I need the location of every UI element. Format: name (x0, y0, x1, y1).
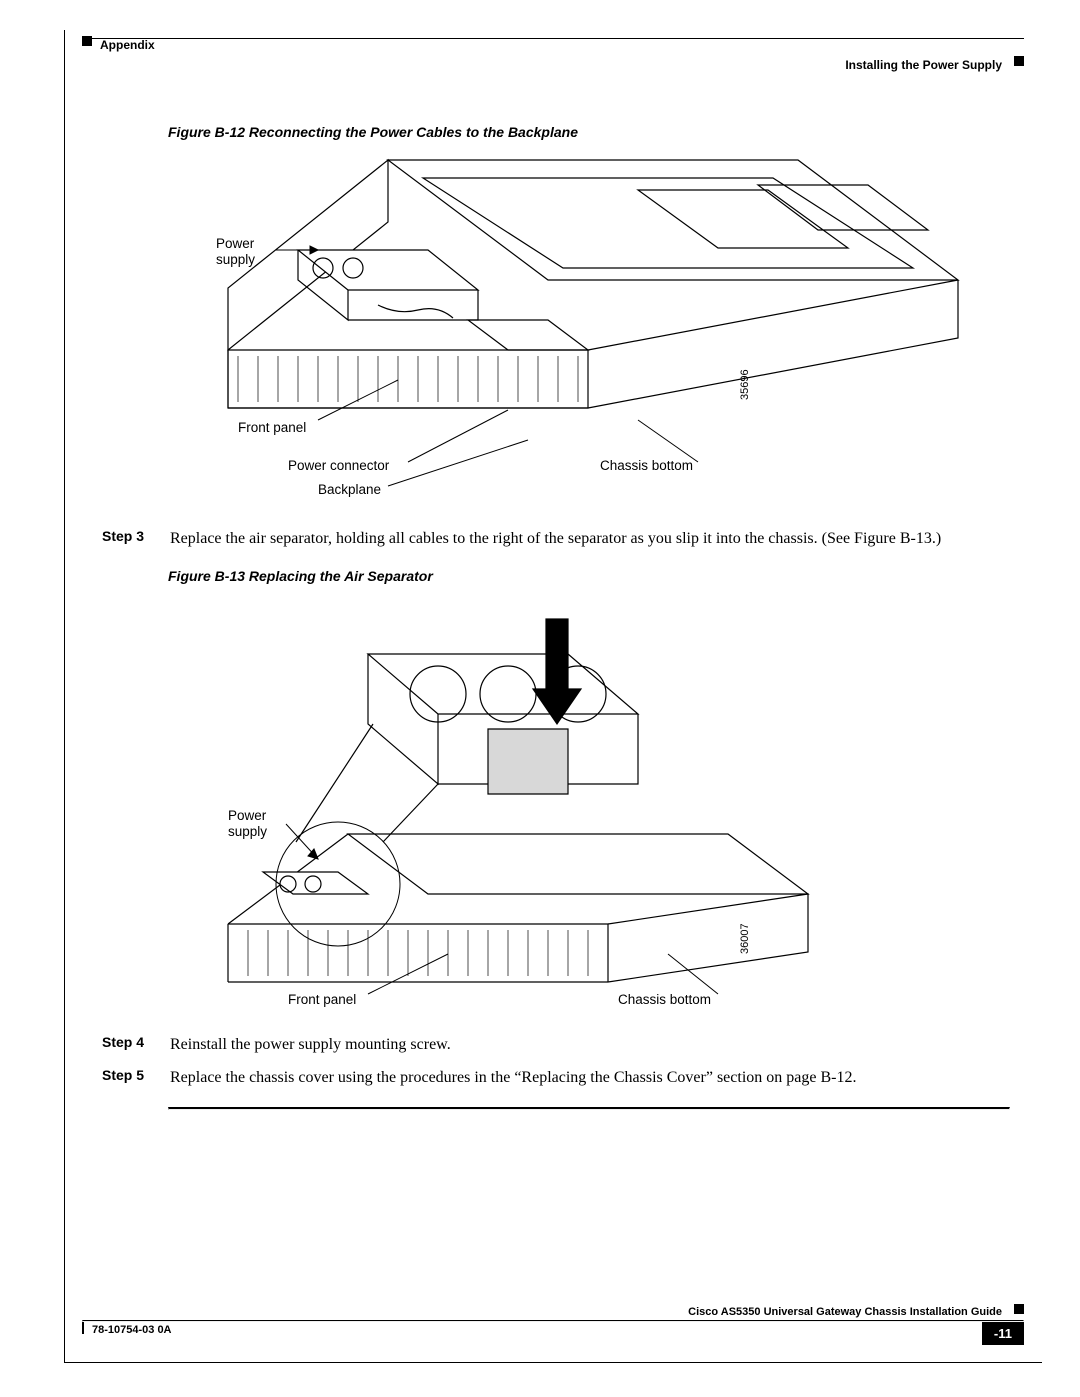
footer-thin-rule (82, 1320, 1024, 1322)
step-3: Step 3 Replace the air separator, holdin… (102, 528, 1010, 550)
step-5-text: Replace the chassis cover using the proc… (170, 1067, 856, 1089)
label-supply: supply (216, 252, 255, 267)
appendix-label: Appendix (100, 38, 155, 52)
figure-b12-caption: Figure B-12 Reconnecting the Power Cable… (168, 124, 1010, 140)
step-4-label: Step 4 (102, 1034, 150, 1056)
label-chassis-bottom: Chassis bottom (600, 458, 693, 473)
figure-b12-id: 35696 (739, 369, 751, 400)
label-chassis-bottom-b13: Chassis bottom (618, 992, 711, 1007)
header-rule (82, 38, 1024, 39)
figure-b13-id: 36007 (739, 923, 751, 954)
figure-b13: Power supply Front panel Chassis bottom … (168, 594, 1010, 1024)
section-end-rule (168, 1107, 1010, 1110)
doc-number: 78-10754-03 0A (92, 1324, 172, 1336)
section-title: Installing the Power Supply (845, 58, 1002, 72)
step-4: Step 4 Reinstall the power supply mounti… (102, 1034, 1010, 1056)
content-area: Figure B-12 Reconnecting the Power Cable… (168, 124, 1010, 1110)
step-3-text: Replace the air separator, holding all c… (170, 528, 941, 550)
header-rule-wrap (82, 36, 1024, 39)
footer-tick-left (82, 1322, 84, 1334)
figure-b12: Power supply Front panel Power connector… (168, 150, 1010, 510)
footer-guide-title: Cisco AS5350 Universal Gateway Chassis I… (688, 1306, 1002, 1318)
label-power-b13: Power (228, 808, 267, 823)
label-front-panel-b13: Front panel (288, 992, 356, 1007)
label-supply-b13: supply (228, 824, 267, 839)
figure-b13-caption: Figure B-13 Replacing the Air Separator (168, 568, 1010, 584)
label-front-panel: Front panel (238, 420, 306, 435)
label-power-connector: Power connector (288, 458, 390, 473)
label-power: Power (216, 236, 255, 251)
page-number-badge: -11 (982, 1322, 1024, 1345)
header-tick-right (1014, 56, 1024, 66)
step-5: Step 5 Replace the chassis cover using t… (102, 1067, 1010, 1089)
step-5-label: Step 5 (102, 1067, 150, 1089)
step-3-label: Step 3 (102, 528, 150, 550)
step-4-text: Reinstall the power supply mounting scre… (170, 1034, 451, 1056)
footer-tick-right (1014, 1304, 1024, 1314)
label-backplane: Backplane (318, 482, 381, 497)
